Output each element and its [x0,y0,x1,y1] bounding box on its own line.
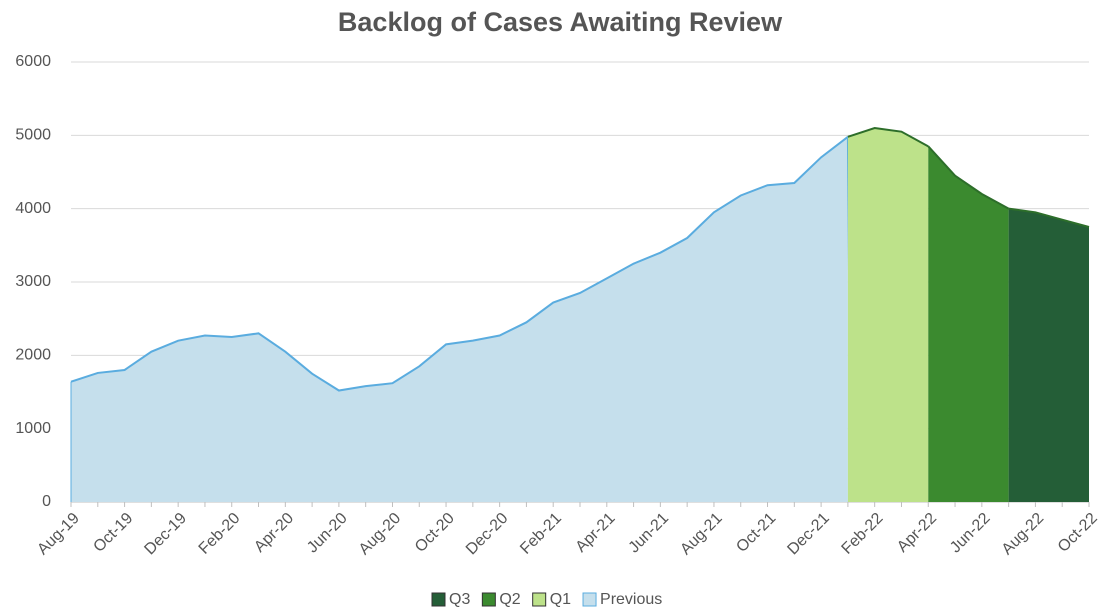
y-tick-label: 3000 [15,273,51,290]
x-tick-label: Dec-21 [784,510,833,559]
legend-label: Previous [600,591,662,608]
x-tick-label: Aug-19 [34,510,83,559]
area-line [1008,207,1090,228]
area [847,128,929,502]
legend-swatch [582,592,597,607]
x-tick-label: Apr-22 [894,510,940,556]
x-tick-label: Oct-21 [733,510,779,556]
y-tick-label: 6000 [15,53,51,70]
y-tick-label: 1000 [15,420,51,437]
chart-title: Backlog of Cases Awaiting Review [338,7,783,37]
area [71,136,848,503]
legend-swatch [532,592,547,607]
x-tick-label: Apr-21 [573,510,619,556]
area-line [70,136,849,392]
y-tick-label: 2000 [15,347,51,364]
legend-swatch [481,592,496,607]
x-tick-label: Jun-22 [947,510,994,557]
y-tick-label: 0 [42,493,51,510]
area [928,146,1009,503]
y-tick-label: 5000 [15,127,51,144]
area-line [847,126,929,148]
x-tick-label: Oct-19 [90,510,136,556]
area-line [927,145,1010,210]
x-tick-label: Aug-22 [999,510,1048,559]
x-tick-label: Feb-20 [196,510,244,558]
x-tick-label: Jun-20 [304,510,351,557]
x-tick-label: Oct-20 [412,510,458,556]
x-tick-label: Apr-20 [251,510,297,556]
x-tick-label: Aug-20 [356,510,405,559]
x-tick-label: Aug-21 [677,510,726,559]
y-tick-label: 4000 [15,200,51,217]
legend-swatch [431,592,446,607]
x-tick-label: Dec-20 [463,510,512,559]
x-tick-label: Feb-21 [517,510,565,558]
x-tick-label: Jun-21 [626,510,673,557]
legend-label: Q1 [550,591,571,608]
legend-label: Q2 [499,591,520,608]
x-tick-label: Oct-22 [1055,510,1098,556]
x-tick-label: Feb-22 [839,510,887,558]
x-tick-label: Dec-19 [141,510,190,559]
legend-label: Q3 [449,591,470,608]
area [1008,208,1089,502]
